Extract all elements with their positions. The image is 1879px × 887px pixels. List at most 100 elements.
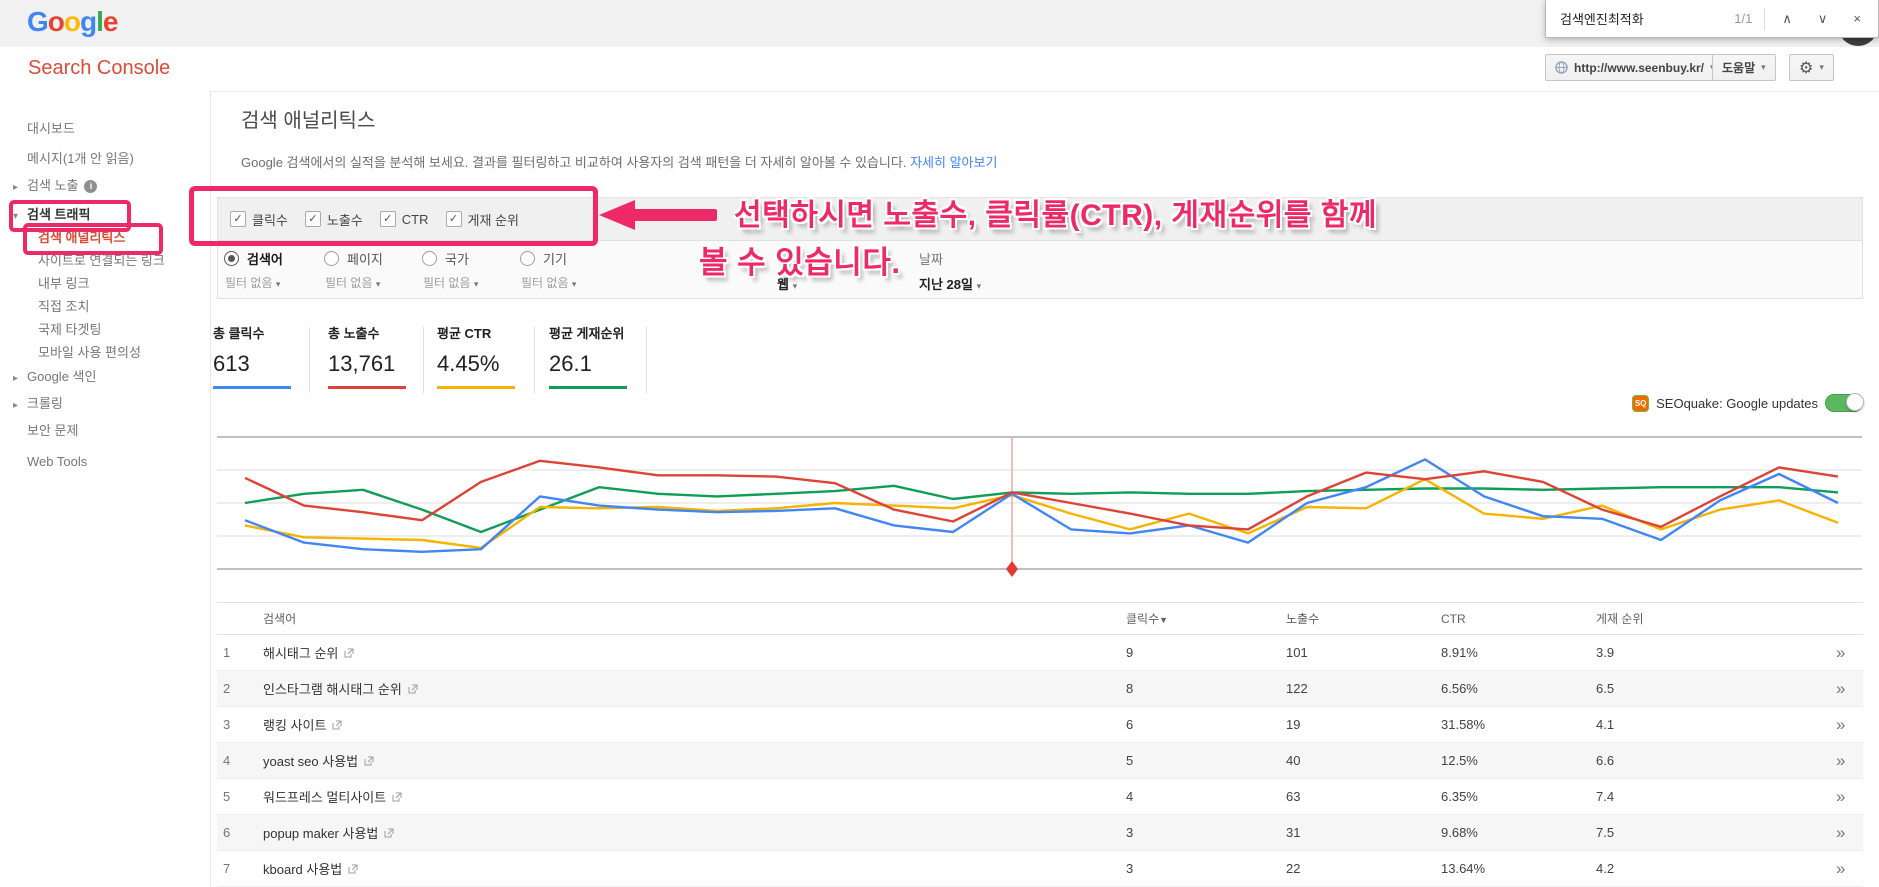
sidebar-item-label: 검색 노출 <box>27 178 79 193</box>
cell-impressions: 19 <box>1286 717 1301 732</box>
external-link-icon[interactable] <box>332 720 342 730</box>
external-link-icon[interactable] <box>364 756 374 766</box>
sidebar-item[interactable]: ▸ 검색 노출 i <box>0 174 210 197</box>
dimension-filter-dropdown[interactable]: 필터 없음 ▾ <box>521 276 577 290</box>
dimension-label: 국가 <box>445 251 469 267</box>
dimension-filter-dropdown[interactable]: 필터 없음 ▾ <box>225 276 281 290</box>
metric-checkbox[interactable]: ✓ CTR <box>379 211 429 227</box>
query-link[interactable]: 인스타그램 해시태그 순위 <box>263 679 1126 698</box>
toggle-knob <box>1846 393 1864 411</box>
checkbox-checked-icon[interactable]: ✓ <box>230 211 246 227</box>
summary-card[interactable]: 평균 게재순위 26.1 <box>549 323 627 389</box>
dimension-filter-dropdown[interactable]: 필터 없음 ▾ <box>423 276 479 290</box>
divider <box>1764 7 1766 30</box>
checkbox-checked-icon[interactable]: ✓ <box>379 211 396 227</box>
search-type-dropdown[interactable]: 웹 ▾ <box>777 277 798 292</box>
external-link-icon[interactable] <box>344 648 354 658</box>
query-link[interactable]: 워드프레스 멀티사이트 <box>263 787 1126 806</box>
external-link-icon[interactable] <box>408 684 418 694</box>
row-rank: 4 <box>223 753 231 768</box>
settings-button[interactable]: ⚙ ▾ <box>1789 54 1834 81</box>
google-logo-letter: e <box>102 6 119 37</box>
query-link[interactable]: 해시태그 순위 <box>263 643 1126 662</box>
dimension-label: 기기 <box>543 251 567 267</box>
sidebar-item[interactable]: 대시보드 <box>0 117 210 140</box>
dimension-radio[interactable]: 페이지 <box>324 248 383 268</box>
external-link-icon[interactable] <box>384 828 394 838</box>
query-link[interactable]: popup maker 사용법 <box>263 823 1126 842</box>
row-rank: 5 <box>223 789 231 804</box>
query-link[interactable]: kboard 사용법 <box>263 859 1126 878</box>
summary-card-underline <box>213 386 291 389</box>
checkbox-checked-icon[interactable]: ✓ <box>445 211 462 227</box>
header-query[interactable]: 검색어 <box>263 612 297 626</box>
summary-card[interactable]: 총 노출수 13,761 <box>328 323 406 389</box>
external-link-icon[interactable] <box>348 864 358 874</box>
date-range-dropdown[interactable]: 지난 28일 ▾ <box>919 277 982 292</box>
sidebar-item[interactable]: 내부 링크 <box>0 272 210 295</box>
sidebar-item[interactable]: 사이트로 연결되는 링크 <box>0 249 210 272</box>
header-impressions[interactable]: 노출수 <box>1286 612 1320 626</box>
sidebar-item[interactable]: ▸ Google 색인 <box>0 365 210 388</box>
sidebar-item[interactable]: 보안 문제 <box>0 419 210 442</box>
sidebar-item[interactable]: 국제 타겟팅 <box>0 318 210 341</box>
dimension-radio[interactable]: 국가 <box>422 248 478 268</box>
chevron-right-icon: ▸ <box>13 373 19 384</box>
query-link[interactable]: yoast seo 사용법 <box>263 751 1126 770</box>
expand-row-button[interactable]: » <box>1836 822 1846 842</box>
row-rank: 6 <box>223 825 231 840</box>
table-row: 4 yoast seo 사용법 5 40 12.5% 6.6 » <box>217 743 1863 779</box>
radio-icon[interactable] <box>422 250 437 266</box>
find-in-page-bar: 검색엔진최적화 1/1 ∧ ∨ × <box>1545 0 1879 38</box>
expand-row-button[interactable]: » <box>1836 642 1846 662</box>
chevron-down-icon: ▾ <box>1819 62 1824 72</box>
expand-row-button[interactable]: » <box>1836 786 1846 806</box>
header-clicks-sorted[interactable]: 클릭수▼ <box>1126 612 1169 626</box>
help-button[interactable]: 도움말 ▾ <box>1712 54 1776 81</box>
sidebar-item[interactable]: 메시지(1개 안 읽음) <box>0 147 210 170</box>
header-position[interactable]: 게재 순위 <box>1596 612 1644 626</box>
sidebar-item[interactable]: 모바일 사용 편의성 <box>0 341 210 364</box>
radio-icon[interactable] <box>224 250 239 266</box>
sidebar-item-label: 보안 문제 <box>27 423 79 438</box>
sidebar-item[interactable]: ▸ 크롤링 <box>0 392 210 415</box>
dimension-radio[interactable]: 기기 <box>520 248 576 268</box>
summary-card-underline <box>549 386 627 389</box>
find-query-text[interactable]: 검색엔진최적화 <box>1560 12 1644 27</box>
find-previous-button[interactable]: ∧ <box>1782 10 1792 26</box>
metric-checkbox[interactable]: ✓ 게재 순위 <box>445 210 519 229</box>
checkbox-checked-icon[interactable]: ✓ <box>304 211 321 227</box>
external-link-icon[interactable] <box>392 792 402 802</box>
find-close-button[interactable]: × <box>1853 11 1861 26</box>
expand-row-button[interactable]: » <box>1836 714 1846 734</box>
expand-row-button[interactable]: » <box>1836 678 1846 698</box>
property-selector[interactable]: http://www.seenbuy.kr/ ▾ <box>1545 54 1725 81</box>
learn-more-link[interactable]: 자세히 알아보기 <box>910 155 998 170</box>
chevron-down-icon: ▾ <box>571 279 577 289</box>
expand-row-button[interactable]: » <box>1836 858 1846 878</box>
find-next-button[interactable]: ∨ <box>1817 10 1828 26</box>
google-logo: Google <box>27 6 119 38</box>
sidebar-item[interactable]: 직접 조치 <box>0 295 210 318</box>
header-ctr[interactable]: CTR <box>1441 611 1466 626</box>
metric-checkbox[interactable]: ✓ 클릭수 <box>230 210 288 229</box>
summary-card[interactable]: 총 클릭수 613 <box>213 323 291 389</box>
sidebar-item[interactable]: 검색 애널리틱스 <box>0 223 210 255</box>
series-노출수 <box>244 459 1839 531</box>
query-link[interactable]: 랭킹 사이트 <box>263 715 1126 734</box>
google-update-diamond-icon[interactable] <box>1006 561 1018 577</box>
sidebar-item[interactable]: ▾ 검색 트래픽 <box>0 200 210 232</box>
seoquake-toggle[interactable] <box>1825 393 1864 412</box>
dimension-filter-dropdown[interactable]: 필터 없음 ▾ <box>325 276 381 290</box>
sidebar-item[interactable]: Web Tools <box>0 450 210 473</box>
summary-card[interactable]: 평균 CTR 4.45% <box>437 323 515 389</box>
cell-ctr: 31.58% <box>1441 717 1486 732</box>
metric-checkbox[interactable]: ✓ 노출수 <box>304 210 363 229</box>
radio-icon[interactable] <box>324 250 339 266</box>
divider <box>646 327 647 393</box>
summary-cards: 총 클릭수 613 총 노출수 13,761 평균 CTR 4.45% 평균 게재순위 26.… <box>213 323 913 401</box>
expand-row-button[interactable]: » <box>1836 750 1846 770</box>
dimension-radio[interactable]: 검색어 <box>224 248 283 268</box>
radio-icon[interactable] <box>520 250 535 266</box>
